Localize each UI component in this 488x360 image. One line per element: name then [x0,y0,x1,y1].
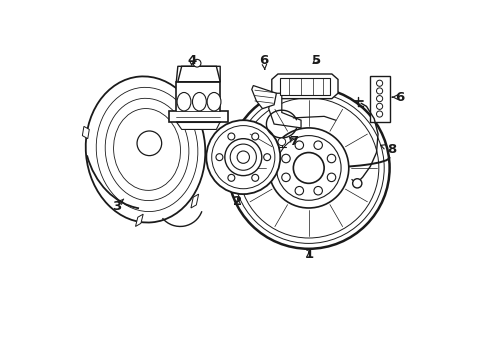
Circle shape [224,139,261,176]
Circle shape [313,186,322,195]
Text: 8: 8 [380,143,396,156]
Ellipse shape [192,93,206,111]
Polygon shape [280,78,329,95]
Circle shape [206,120,280,194]
Circle shape [277,138,285,145]
Circle shape [294,141,303,149]
Circle shape [376,111,382,117]
Circle shape [376,80,382,86]
Circle shape [227,174,234,181]
Circle shape [376,88,382,94]
Ellipse shape [177,93,190,111]
Circle shape [376,95,382,102]
Polygon shape [178,66,220,82]
Ellipse shape [113,109,180,190]
Polygon shape [176,122,220,130]
Circle shape [237,151,249,163]
Circle shape [216,154,223,161]
Circle shape [233,93,384,243]
Circle shape [326,154,335,163]
Ellipse shape [85,76,205,222]
Polygon shape [251,86,276,109]
Circle shape [281,173,289,181]
Ellipse shape [105,98,188,201]
Text: 3: 3 [111,199,123,213]
Circle shape [326,173,335,181]
Polygon shape [271,74,337,99]
Circle shape [313,141,322,149]
Circle shape [376,103,382,109]
Text: 2: 2 [233,194,242,208]
Text: 6: 6 [259,54,268,69]
Circle shape [281,154,289,163]
Circle shape [294,186,303,195]
Text: 6: 6 [391,91,404,104]
Text: 7: 7 [288,135,297,148]
Circle shape [227,87,389,249]
Circle shape [251,174,258,181]
Circle shape [230,144,256,170]
Circle shape [251,133,258,140]
Ellipse shape [207,93,221,111]
Ellipse shape [137,131,162,156]
Circle shape [268,128,348,208]
Circle shape [293,153,324,183]
Polygon shape [82,126,89,139]
Circle shape [238,98,378,238]
Text: 5: 5 [311,54,320,67]
Polygon shape [190,194,198,208]
Text: 1: 1 [304,248,313,261]
Ellipse shape [96,87,198,212]
Circle shape [263,154,270,161]
Polygon shape [268,93,301,128]
Polygon shape [135,214,143,226]
Circle shape [276,136,341,200]
Circle shape [352,179,361,188]
Polygon shape [168,82,227,122]
Text: 4: 4 [187,54,196,67]
Circle shape [227,133,234,140]
Polygon shape [369,76,389,122]
Circle shape [211,126,274,189]
Circle shape [193,59,201,67]
